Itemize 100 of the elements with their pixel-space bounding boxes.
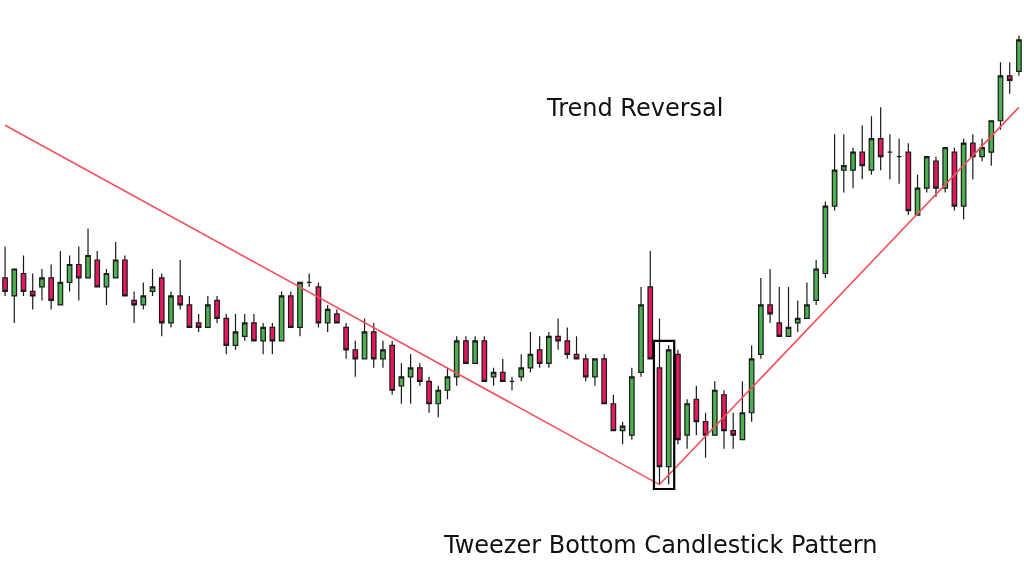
candlestick	[214, 295, 220, 324]
candlestick	[195, 313, 202, 333]
candlestick	[29, 272, 36, 311]
candlestick	[324, 304, 331, 333]
candlestick	[186, 295, 193, 328]
candlestick	[352, 340, 359, 378]
candlestick	[499, 358, 506, 382]
text: Tweezer Bottom Candlestick Pattern	[443, 531, 878, 559]
candlestick	[407, 353, 414, 405]
candlestick	[223, 313, 230, 355]
candlestick	[702, 412, 709, 459]
candlestick	[628, 367, 635, 441]
candlestick	[813, 259, 820, 306]
annotation: Trend Reversal	[546, 94, 724, 122]
candlestick	[20, 254, 27, 297]
candlestick	[794, 299, 801, 333]
candlestick	[158, 272, 165, 337]
candlestick	[269, 322, 276, 355]
candlestick	[48, 263, 55, 311]
candlestick	[94, 250, 101, 288]
candlestick	[859, 124, 866, 180]
candlestick	[232, 313, 239, 351]
candlestick	[287, 290, 294, 328]
candlestick	[1016, 34, 1022, 77]
candlestick	[75, 245, 82, 302]
candlestick	[85, 227, 91, 279]
candlestick	[490, 367, 497, 387]
candlestick	[103, 268, 110, 306]
candlestick	[619, 421, 626, 445]
candlestick	[592, 358, 598, 387]
candlestick	[730, 412, 737, 450]
candlestick	[822, 201, 829, 279]
candlestick	[380, 340, 386, 369]
candlestick	[472, 335, 478, 364]
candlestick	[546, 331, 552, 369]
candlestick	[665, 344, 672, 486]
candlestick	[112, 241, 119, 279]
candlestick	[656, 317, 663, 486]
candlestick	[785, 286, 792, 337]
candlestick	[241, 313, 248, 342]
candlestick	[527, 331, 534, 373]
candlestick	[2, 245, 8, 297]
candlestick	[933, 156, 939, 198]
candlestick	[297, 281, 303, 337]
candlestick	[905, 142, 912, 216]
candlestick	[11, 268, 18, 324]
candlestick	[426, 376, 432, 414]
candlestick	[675, 349, 681, 445]
candlestick	[518, 353, 525, 382]
candlestick	[398, 362, 405, 405]
candlestick	[711, 380, 718, 436]
candlestick	[140, 281, 147, 311]
candlestick	[573, 335, 580, 360]
candlestick	[997, 61, 1004, 131]
candlestick	[831, 133, 838, 212]
candlestick	[988, 120, 995, 167]
candlestick	[896, 138, 902, 185]
candlestick	[204, 295, 211, 328]
candlestick	[555, 317, 561, 351]
candlestick	[564, 326, 571, 360]
candlestick	[168, 290, 174, 328]
candlestick	[767, 268, 773, 324]
candlestick	[748, 344, 755, 423]
candlestick	[57, 250, 64, 306]
candlestick	[435, 385, 442, 418]
candlestick	[343, 322, 349, 360]
candlestick	[582, 353, 589, 382]
candlestick	[260, 322, 266, 355]
candlestick	[969, 133, 976, 180]
candlestick	[481, 335, 488, 382]
candlestick	[960, 138, 967, 221]
candlestick	[877, 106, 884, 171]
candlestick	[693, 385, 700, 436]
candlestick	[131, 290, 137, 324]
candlestick	[370, 322, 377, 369]
candlestick	[453, 335, 460, 387]
candlestick	[601, 353, 608, 405]
candlestick	[177, 259, 184, 311]
candlestick	[416, 362, 423, 387]
candlestick	[1006, 61, 1013, 95]
candlestick	[840, 133, 847, 194]
candlestick	[942, 147, 949, 194]
candlestick	[684, 398, 690, 450]
candlestick	[251, 313, 257, 342]
candlestick	[887, 133, 893, 180]
candlestick	[776, 286, 783, 337]
candlestick	[444, 367, 451, 400]
candlestick	[647, 250, 654, 360]
candlestick	[804, 281, 810, 319]
candlestick	[389, 340, 396, 396]
candlestick	[979, 138, 985, 162]
candlestick	[536, 335, 543, 369]
candlestick	[122, 254, 128, 297]
candlestick	[923, 156, 930, 194]
candlestick	[721, 389, 727, 450]
candlestick	[509, 376, 515, 391]
candlestick	[850, 147, 856, 189]
candlestick	[39, 268, 45, 302]
candlestick	[739, 380, 746, 441]
candlestick	[638, 286, 644, 378]
